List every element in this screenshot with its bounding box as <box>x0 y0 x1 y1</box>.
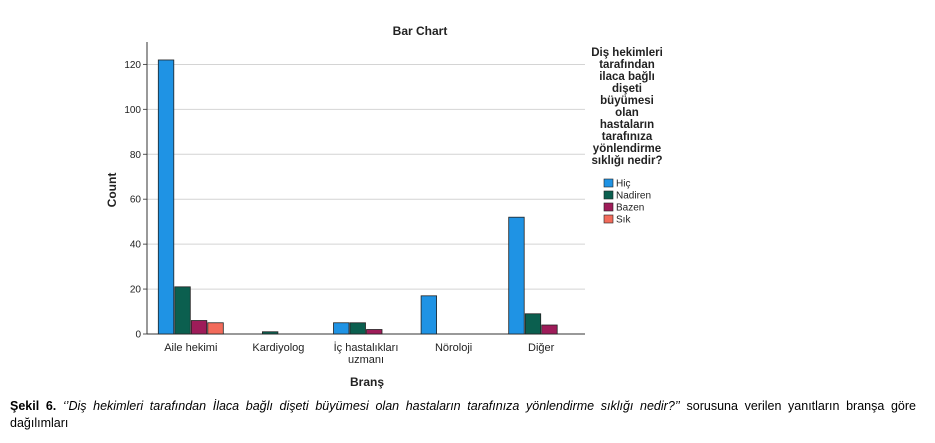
legend-swatch <box>603 178 614 188</box>
category-labels: Aile hekimi Kardiyolog İç hastalıklarıuzma… <box>164 341 554 366</box>
chart-title: Bar Chart <box>393 24 448 38</box>
legend-swatch <box>603 190 614 200</box>
x-tick-label: İç hastalıkları <box>334 341 399 354</box>
x-axis-label: Branş <box>350 375 384 389</box>
legend-swatch <box>603 202 614 212</box>
bar-hiç <box>333 322 350 335</box>
y-tick-label: 60 <box>130 195 142 206</box>
figure-caption: Şekil 6. ‘’Diş hekimleri tarafından İlac… <box>10 398 916 432</box>
caption-quote: ‘’Diş hekimleri tarafından İlaca bağlı d… <box>62 399 680 413</box>
x-tick-label: Aile hekimi <box>164 342 217 354</box>
legend-swatch <box>603 214 614 224</box>
y-tick-label: 120 <box>124 60 141 71</box>
bar-bazen <box>541 324 558 335</box>
legend-title-line: ilaca bağlı <box>599 71 655 83</box>
bar-hiç <box>157 59 175 335</box>
bar-nadiren <box>174 286 191 335</box>
x-tick-label: Diğer <box>528 342 555 354</box>
x-tick-label: Nöroloji <box>435 342 472 354</box>
bar-bazen <box>190 320 208 335</box>
y-axis-label: Count <box>105 173 119 208</box>
y-tick-label: 0 <box>135 330 141 341</box>
bar-bazen <box>366 329 383 335</box>
y-tick-label: 20 <box>130 285 142 296</box>
x-tick-label: uzmanı <box>348 354 384 366</box>
caption-text: sorusuna verilen yanıtların branşa göre … <box>10 399 916 430</box>
legend-label: Nadiren <box>616 191 651 202</box>
bar-nadiren <box>524 313 542 335</box>
y-tick-label: 40 <box>130 240 142 251</box>
legend-title-line: yönlendirme <box>593 143 661 155</box>
bar-nadiren <box>261 331 279 335</box>
legend-label: Sık <box>616 215 631 226</box>
legend-label: Bazen <box>616 203 644 214</box>
y-tick-label: 100 <box>124 105 141 116</box>
bar-chart: Bar Chart 0 20 40 60 80 100 120 Aile hekimi Kar… <box>105 24 663 389</box>
caption-label: Şekil 6. <box>10 399 57 413</box>
legend-title-line: hastaların <box>600 119 654 131</box>
x-tick-label: Kardiyolog <box>252 342 304 354</box>
legend-title-line: tarafınıza <box>602 131 653 143</box>
bar-nadiren <box>349 322 366 335</box>
bars <box>157 59 558 335</box>
legend-label: Hiç <box>616 179 630 190</box>
y-tick-label: 80 <box>130 150 142 161</box>
legend-title-line: tarafından <box>599 59 655 71</box>
legend-title-line: dişeti <box>612 83 642 95</box>
legend-title-line: Diş hekimleri <box>591 47 663 59</box>
legend-title-line: olan <box>615 107 639 119</box>
legend-title-line: büyümesi <box>600 95 654 107</box>
bar-hiç <box>420 295 438 335</box>
bar-hiç <box>508 216 525 335</box>
legend-title-line: sıklığı nedir? <box>592 155 663 167</box>
bar-sık <box>207 322 224 335</box>
